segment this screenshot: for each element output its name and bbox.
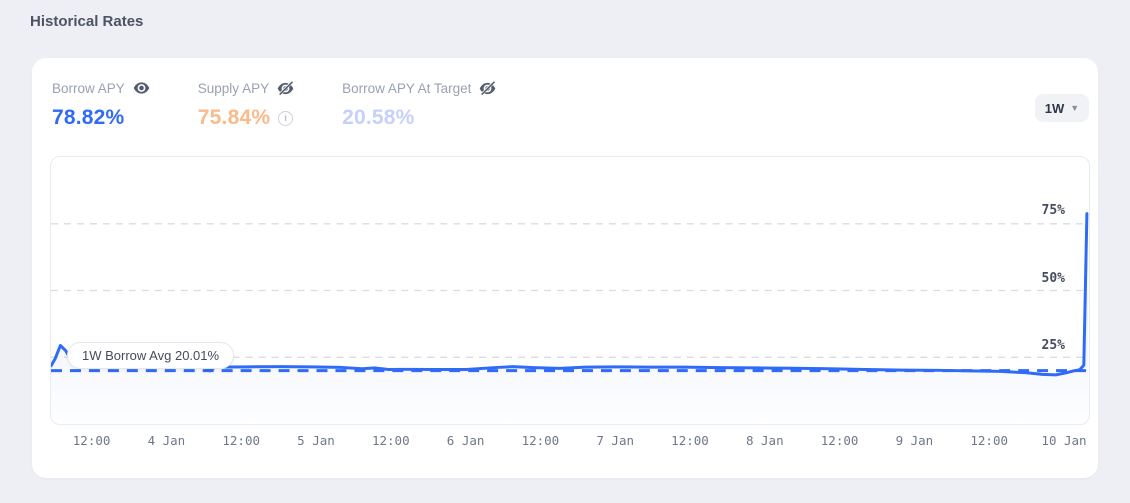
x-axis-tick-label: 7 Jan [596,433,635,448]
x-axis-tick-label: 12:00 [371,433,410,448]
x-axis-tick-label: 9 Jan [895,433,934,448]
eye-icon[interactable] [133,81,150,95]
area-fill [51,213,1089,424]
x-axis-tick-label: 12:00 [222,433,261,448]
historical-rates-card: Borrow APY 78.82% Supply APY [32,58,1098,478]
metric-label-supply-apy: Supply APY [197,80,270,96]
x-axis-tick-label: 12:00 [970,433,1009,448]
page-title: Historical Rates [30,13,144,30]
x-axis-tick-label: 12:00 [72,433,111,448]
y-axis-tick-label: 75% [1041,203,1065,219]
x-axis-tick-label: 12:00 [671,433,709,448]
metric-value-borrow-apy: 78.82% [52,106,125,129]
x-axis-tick-label: 4 Jan [147,433,186,448]
x-axis-tick-label: 10 Jan [1041,433,1087,448]
x-axis-tick-label: 8 Jan [745,433,784,448]
metric-supply-apy: Supply APY 75.84% i [198,79,294,130]
y-axis-tick-label: 25% [1041,337,1065,353]
metric-label-borrow-apy: Borrow APY [52,80,125,96]
info-icon[interactable]: i [278,110,294,126]
metric-value-supply-apy: 75.84% i [198,106,294,130]
y-axis-tick-label: 50% [1041,270,1065,286]
chart-plot[interactable]: 75% 50% 25% 1W Borrow Avg 20.01% [50,156,1090,425]
metrics-header: Borrow APY 78.82% Supply APY [52,79,496,130]
x-axis-tick-label: 12:00 [820,433,859,448]
range-selector[interactable]: 1W ▼ [1035,94,1089,122]
x-axis: 12:00 4 Jan 12:00 5 Jan 12:00 6 Jan 12:00 7 Jan… [50,433,1090,451]
eye-off-icon[interactable] [479,80,496,96]
eye-off-icon[interactable] [277,80,294,96]
metric-borrow-apy: Borrow APY 78.82% [52,79,150,130]
metric-label-borrow-apy-at-target: Borrow APY At Target [342,80,472,96]
range-selector-value: 1W [1044,100,1065,116]
x-axis-tick-label: 12:00 [521,433,560,448]
metric-borrow-apy-at-target: Borrow APY At Target 20.58% [342,79,496,130]
x-axis-tick-label: 5 Jan [297,433,335,448]
chevron-down-icon: ▼ [1070,102,1080,113]
metric-value-borrow-apy-at-target: 20.58% [342,106,415,129]
avg-tooltip: 1W Borrow Avg 20.01% [67,342,235,369]
x-axis-tick-label: 6 Jan [446,433,485,448]
rates-line-chart [51,212,1089,424]
